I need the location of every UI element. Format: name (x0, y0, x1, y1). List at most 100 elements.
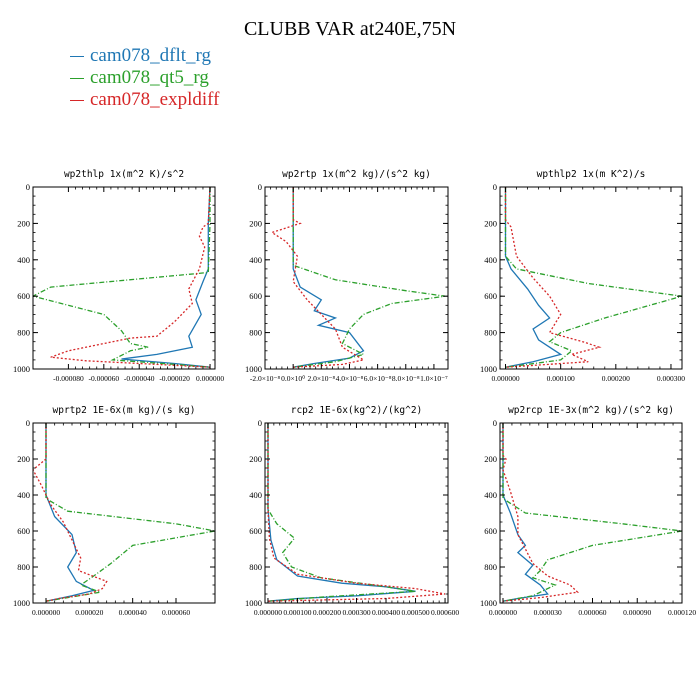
x-tick-label: 0.000040 (119, 608, 147, 617)
series-line-cam078_dflt_rg (502, 423, 549, 602)
y-tick-label: 200 (249, 218, 262, 228)
x-tick-label: 0.000000 (491, 374, 519, 383)
panel-title: wpthlp2 1x(m K^2)/s (537, 169, 646, 180)
y-tick-label: 800 (249, 328, 262, 338)
series-line-cam078_expldiff (504, 187, 602, 368)
panel-3: wpthlp2 1x(m K^2)/s020040060080010000.00… (480, 169, 685, 383)
y-tick-label: 400 (249, 255, 262, 265)
y-tick-label: 600 (484, 291, 497, 301)
series-line-cam078_expldiff (270, 187, 366, 368)
legend-label-dflt: cam078_dflt_rg (90, 45, 212, 66)
series-line-cam078_dflt_rg (292, 187, 365, 368)
series-line-cam078_expldiff (33, 423, 108, 602)
legend-entry-dflt: cam078_dflt_rg (70, 45, 219, 67)
legend-label-expldiff: cam078_expldiff (90, 89, 220, 110)
x-tick-label: 1.0×10⁻⁷ (420, 374, 448, 383)
x-tick-label: 0.000020 (75, 608, 103, 617)
y-tick-label: 800 (17, 328, 30, 338)
x-tick-label: 0.000060 (578, 608, 606, 617)
x-tick-label: 0.000120 (668, 608, 696, 617)
y-tick-label: 1000 (13, 364, 30, 374)
y-tick-label: 1000 (245, 364, 262, 374)
x-tick-label: 2.0×10⁻⁸ (307, 374, 335, 383)
plot-frame (499, 186, 683, 370)
y-tick-label: 200 (484, 454, 497, 464)
panel-title: wp2thlp 1x(m^2 K)/s^2 (64, 169, 184, 180)
series-line-cam078_qt5_rg (292, 187, 446, 368)
y-tick-label: 600 (249, 291, 262, 301)
y-tick-label: 0 (258, 418, 262, 428)
legend-label-qt5: cam078_qt5_rg (90, 67, 209, 88)
series-line-cam078_dflt_rg (121, 187, 211, 368)
y-tick-label: 0 (26, 182, 30, 192)
y-tick-label: 200 (249, 454, 262, 464)
x-tick-label: 0.000600 (431, 608, 459, 617)
x-tick-label: 4.0×10⁻⁸ (336, 374, 364, 383)
figure-title: CLUBB VAR at240E,75N (243, 18, 457, 40)
x-tick-label: 8.0×10⁻⁸ (392, 374, 420, 383)
y-tick-label: 400 (249, 490, 262, 500)
legend-entry-qt5: cam078_qt5_rg (70, 67, 219, 89)
panel-5: rcp2 1E-6x(kg^2)/(kg^2) 0 200 400 600 800 1000… (245, 405, 459, 617)
y-tick-label: 400 (17, 490, 30, 500)
y-tick-label: 400 (484, 490, 497, 500)
x-tick-label: 0.000100 (547, 374, 575, 383)
y-tick-label: 400 (17, 255, 30, 265)
series-line-cam078_expldiff (267, 423, 446, 602)
x-tick-label: -0.000040 (124, 374, 155, 383)
x-tick-label: 0.000300 (342, 608, 370, 617)
x-tick-label: -0.000060 (89, 374, 120, 383)
panel-title: rcp2 1E-6x(kg^2)/(kg^2) (291, 405, 423, 416)
x-tick-label: 0.000400 (372, 608, 400, 617)
y-tick-label: 600 (17, 291, 30, 301)
series-line-cam078_qt5_rg (504, 187, 682, 368)
plot-frame (264, 422, 449, 604)
legend-entry-expldiff: cam078_expldiff (70, 89, 219, 111)
series-line-cam078_qt5_rg (45, 423, 215, 602)
series-line-cam078_expldiff (502, 423, 580, 602)
x-tick-label: 0.000000 (32, 608, 60, 617)
series-line-cam078_qt5_rg (33, 187, 211, 368)
y-tick-label: 1000 (480, 598, 497, 608)
x-tick-label: -2.0×10⁻⁸ (250, 374, 281, 383)
y-tick-label: 600 (484, 526, 497, 536)
x-tick-label: 6.0×10⁻⁸ (364, 374, 392, 383)
y-tick-label: 1000 (13, 598, 30, 608)
legend-swatch-dflt (70, 56, 84, 58)
panel-title: wp2rcp 1E-3x(m^2 kg)/(s^2 kg) (508, 405, 674, 416)
series-line-cam078_dflt_rg (45, 423, 96, 602)
x-tick-label: 0.000060 (162, 608, 190, 617)
panel-title: wp2rtp 1x(m^2 kg)/(s^2 kg) (282, 169, 431, 180)
x-tick-label: 0.000300 (657, 374, 685, 383)
series-line-cam078_qt5_rg (267, 423, 416, 602)
legend: cam078_dflt_rg cam078_qt5_rg cam078_expl… (70, 45, 219, 111)
y-tick-label: 0 (258, 182, 262, 192)
panel-4: wprtp2 1E-6x(m kg)/(s kg) 0 200 400 600 800 10… (13, 405, 216, 617)
x-tick-label: -0.000020 (159, 374, 190, 383)
y-tick-label: 600 (249, 526, 262, 536)
series-line-cam078_expldiff (50, 187, 211, 368)
panel-1: wp2thlp 1x(m^2 K)/s^2 0 200 400 600 800 1000 -0… (13, 169, 224, 383)
y-tick-label: 0 (493, 418, 497, 428)
y-tick-label: 200 (484, 218, 497, 228)
x-tick-label: 0.000090 (623, 608, 651, 617)
x-tick-label: 0.0×10⁰ (281, 374, 305, 383)
y-tick-label: 600 (17, 526, 30, 536)
y-tick-label: 1000 (480, 364, 497, 374)
series-line-cam078_qt5_rg (502, 423, 682, 602)
panel-title: wprtp2 1E-6x(m kg)/(s kg) (53, 405, 196, 416)
x-tick-label: 0.000030 (534, 608, 562, 617)
y-tick-label: 800 (17, 562, 30, 572)
x-tick-label: 0.000100 (283, 608, 311, 617)
series-line-cam078_dflt_rg (504, 187, 563, 368)
panel-2: wp2rtp 1x(m^2 kg)/(s^2 kg) 0 200 400 600 800 1… (245, 169, 449, 383)
y-tick-label: 0 (26, 418, 30, 428)
series-line-cam078_dflt_rg (267, 423, 416, 602)
x-tick-label: 0.000000 (196, 374, 224, 383)
y-tick-label: 1000 (245, 598, 262, 608)
plot-frame (32, 186, 216, 370)
plot-frame (32, 422, 216, 604)
y-tick-label: 800 (249, 562, 262, 572)
x-tick-label: 0.000000 (489, 608, 517, 617)
x-tick-label: -0.000080 (53, 374, 84, 383)
